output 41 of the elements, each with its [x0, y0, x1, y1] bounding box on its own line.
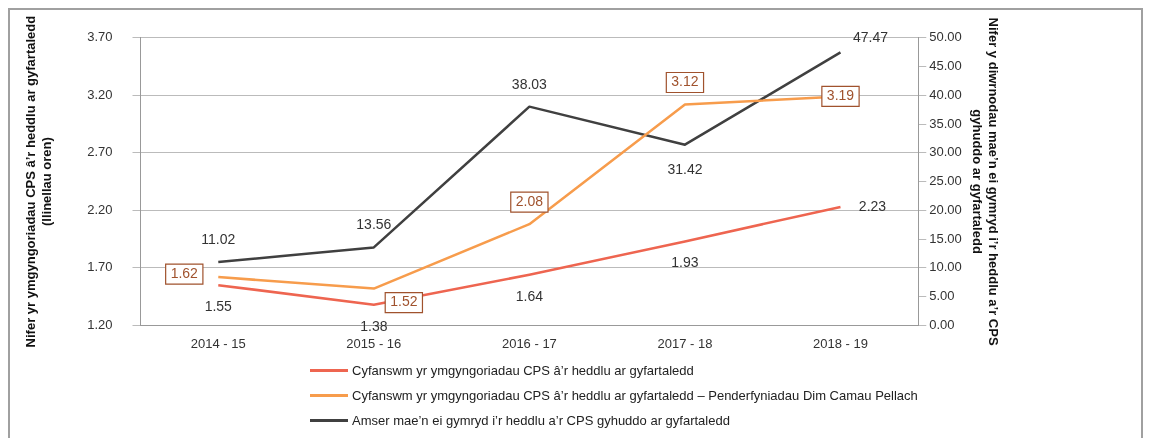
- data-label: 2.08: [515, 193, 544, 210]
- data-label: 47.47: [852, 29, 889, 46]
- data-label: 1.55: [204, 298, 233, 314]
- data-label: 1.93: [671, 254, 699, 271]
- y-tick-label: 2.70: [87, 144, 113, 160]
- data-label: 38.03: [511, 75, 548, 92]
- data-label: 1.64: [515, 287, 544, 304]
- x-tick-label: 2018 - 19: [813, 335, 868, 351]
- legend-label: Cyfanswm yr ymgyngoriadau CPS â’r heddlu ar gyfartaledd: [352, 363, 694, 378]
- y2-tick-label: 35.00: [929, 115, 962, 131]
- y2-tick-label: 40.00: [929, 86, 962, 102]
- y-tick-label: 2.20: [87, 201, 113, 217]
- y2-tick-label: 0.00: [929, 316, 955, 332]
- y-axis-title: Nifer yr ymgyngoriadau CPS â’r heddlu ar gyfartaledd (llinellau oren): [23, 15, 54, 348]
- y2-axis-title: Nifer y diwrnodau mae’n ei gymryd i’r heddlu a’r CPS gyhuddo ar gyfartaledd: [970, 17, 1001, 346]
- x-tick-label: 2017 - 18: [657, 335, 713, 351]
- x-tick-label: 2016 - 17: [501, 335, 557, 351]
- y2-tick-label: 10.00: [929, 259, 962, 275]
- y-tick-label: 1.70: [87, 259, 113, 275]
- x-tick-label: 2014 - 15: [190, 335, 246, 351]
- data-label: 1.52: [390, 293, 418, 310]
- data-label: 3.12: [671, 73, 699, 90]
- x-tick-label: 2015 - 16: [346, 335, 402, 351]
- legend-label: Cyfanswm yr ymgyngoriadau CPS â’r heddlu ar gyfartaledd – Penderfyniadau Dim Camau Pellach: [352, 388, 918, 403]
- data-label: 31.42: [667, 160, 703, 177]
- y2-tick-label: 50.00: [929, 29, 962, 45]
- y2-tick-label: 15.00: [929, 230, 962, 246]
- y-tick-label: 1.20: [87, 316, 113, 332]
- data-label: 2.23: [858, 197, 887, 214]
- data-label: 1.38: [360, 317, 388, 334]
- y-tick-label: 3.20: [87, 86, 113, 102]
- data-label: 13.56: [356, 216, 392, 233]
- y2-tick-label: 45.00: [929, 58, 962, 74]
- y2-tick-label: 25.00: [929, 173, 962, 189]
- y2-tick-label: 5.00: [929, 288, 955, 304]
- legend-label: Amser mae’n ei gymryd i’r heddlu a’r CPS gyhuddo ar gyfartaledd: [352, 413, 730, 428]
- data-label: 11.02: [201, 230, 236, 247]
- y2-tick-label: 30.00: [929, 144, 962, 160]
- y2-tick-label: 20.00: [929, 201, 962, 217]
- data-label: 1.62: [170, 264, 199, 281]
- y-tick-label: 3.70: [87, 29, 113, 45]
